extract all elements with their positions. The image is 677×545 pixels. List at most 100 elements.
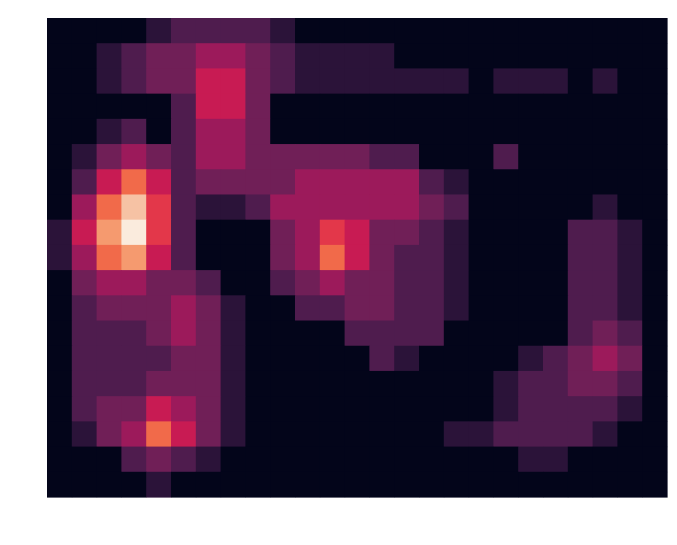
heat-cell <box>220 471 246 498</box>
heat-cell <box>369 43 395 70</box>
heat-cell <box>220 446 246 473</box>
heat-cell <box>96 396 122 422</box>
heat-cell <box>295 169 321 196</box>
heat-cell <box>468 446 494 473</box>
heat-cell <box>369 345 395 372</box>
heat-cell <box>642 396 668 422</box>
heat-cell <box>642 345 668 372</box>
heat-cell <box>567 219 594 246</box>
heat-cell <box>270 421 296 448</box>
heat-cell <box>369 68 395 95</box>
heat-cell <box>344 295 370 322</box>
heat-cell <box>567 396 594 422</box>
heat-cell <box>617 320 643 347</box>
heat-cell <box>518 18 544 44</box>
heat-cell <box>344 68 370 95</box>
heat-cell <box>443 18 470 44</box>
heat-cell <box>195 270 222 296</box>
heat-cell <box>245 320 271 347</box>
heat-cell <box>319 194 346 221</box>
heat-cell <box>146 396 172 422</box>
heat-cell <box>146 421 172 448</box>
heat-cell <box>121 43 147 70</box>
heat-cell <box>71 446 98 473</box>
heat-cell <box>47 270 73 296</box>
heat-cell <box>394 43 420 70</box>
heat-cell <box>493 244 519 271</box>
heat-cell <box>443 320 470 347</box>
heat-cell <box>295 446 321 473</box>
heat-cell <box>220 421 246 448</box>
heat-cell <box>518 295 544 322</box>
heat-cell <box>419 194 445 221</box>
heat-cell <box>344 270 370 296</box>
heat-cell <box>419 118 445 145</box>
heat-cell <box>592 421 618 448</box>
heat-cell <box>642 295 668 322</box>
heat-cell <box>71 219 98 246</box>
heat-cell <box>220 244 246 271</box>
heat-cell <box>245 118 271 145</box>
heat-cell <box>369 194 395 221</box>
heat-cell <box>344 396 370 422</box>
heat-cell <box>319 295 346 322</box>
heat-cell <box>146 219 172 246</box>
heat-cell <box>270 18 296 44</box>
heat-cell <box>270 244 296 271</box>
heat-cell <box>419 68 445 95</box>
heat-cell <box>220 18 246 44</box>
heat-cell <box>295 144 321 170</box>
heat-cell <box>468 68 494 95</box>
heat-cell <box>592 446 618 473</box>
heat-cell <box>592 295 618 322</box>
heat-cell <box>171 295 197 322</box>
heat-cell <box>493 320 519 347</box>
heat-cell <box>195 370 222 397</box>
heat-cell <box>96 68 122 95</box>
heat-cell <box>47 370 73 397</box>
heat-cell <box>96 169 122 196</box>
heat-cell <box>344 93 370 120</box>
heat-cell <box>419 345 445 372</box>
heat-cell <box>518 144 544 170</box>
heat-cell <box>394 244 420 271</box>
heat-cell <box>468 169 494 196</box>
heat-cell <box>71 43 98 70</box>
heat-cell <box>617 169 643 196</box>
heat-cell <box>245 421 271 448</box>
heat-cell <box>344 118 370 145</box>
heat-cell <box>642 320 668 347</box>
heat-cell <box>617 194 643 221</box>
heat-cell <box>96 43 122 70</box>
heat-cell <box>270 169 296 196</box>
heat-cell <box>369 396 395 422</box>
heat-cell <box>443 43 470 70</box>
heat-cell <box>47 345 73 372</box>
heat-cell <box>592 219 618 246</box>
heat-cell <box>592 144 618 170</box>
heat-cell <box>344 370 370 397</box>
heat-cell <box>270 320 296 347</box>
heat-cell <box>369 370 395 397</box>
heat-cell <box>344 18 370 44</box>
heat-cell <box>344 144 370 170</box>
heat-cell <box>96 320 122 347</box>
heat-cell <box>121 370 147 397</box>
heat-cell <box>394 345 420 372</box>
heat-cell <box>468 244 494 271</box>
heat-cell <box>468 93 494 120</box>
heat-cell <box>493 219 519 246</box>
heat-cell <box>146 244 172 271</box>
heat-cell <box>443 370 470 397</box>
heat-cell <box>96 446 122 473</box>
heat-cell <box>468 43 494 70</box>
heat-cell <box>195 68 222 95</box>
heat-cell <box>146 18 172 44</box>
heat-cell <box>369 295 395 322</box>
heat-cell <box>47 295 73 322</box>
heat-cell <box>195 169 222 196</box>
heat-cell <box>567 295 594 322</box>
heat-cell <box>443 396 470 422</box>
heat-cell <box>369 93 395 120</box>
